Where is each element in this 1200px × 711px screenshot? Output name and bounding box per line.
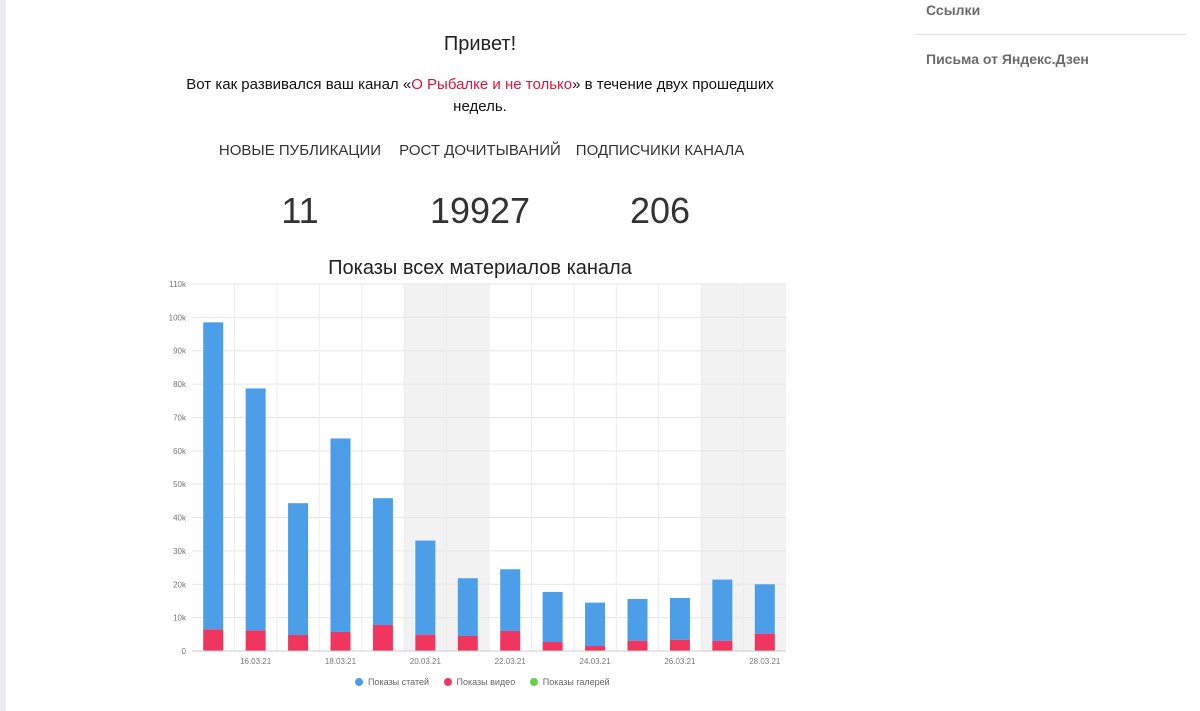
y-tick-label: 70k (173, 413, 187, 422)
y-tick-label: 40k (173, 514, 187, 523)
stat-value: 11 (281, 190, 319, 231)
bar-articles (245, 388, 266, 631)
y-tick-label: 20k (173, 580, 187, 589)
stat-new-publications: НОВЫЕ ПУБЛИКАЦИИ 11 (210, 142, 390, 232)
bar-articles (288, 503, 309, 635)
bar-videos (288, 634, 309, 651)
y-tick-label: 10k (173, 614, 187, 623)
y-tick-label: 60k (173, 447, 187, 456)
sidebar-item-links[interactable]: Ссылки (926, 2, 981, 18)
intro-text: Вот как развивался ваш канал «О Рыбалке … (160, 74, 800, 118)
chart-title: Показы всех материалов канала (328, 257, 632, 279)
x-tick-label: 22.03.21 (495, 657, 527, 666)
bar-articles (669, 597, 690, 640)
bar-videos (542, 641, 563, 651)
legend-dot-galleries (529, 678, 538, 686)
bar-videos (245, 630, 266, 651)
bar-videos (457, 635, 478, 651)
stat-read-growth: РОСТ ДОЧИТЫВАНИЙ 19927 (390, 142, 570, 232)
bar-videos (372, 624, 393, 651)
x-tick-label: 28.03.21 (749, 657, 781, 666)
legend-item-galleries[interactable]: Показы галерей (529, 677, 610, 687)
stat-label: НОВЫЕ ПУБЛИКАЦИИ (218, 142, 382, 159)
sidebar-item-zen-letters[interactable]: Письма от Яндекс.Дзен (926, 51, 1089, 67)
x-tick-label: 24.03.21 (580, 657, 612, 666)
bar-videos (712, 640, 733, 651)
bar-videos (754, 633, 775, 651)
bar-articles (542, 591, 563, 642)
bar-articles (585, 602, 606, 646)
bar-articles (457, 578, 478, 636)
bar-videos (500, 630, 521, 651)
bar-articles (330, 438, 351, 632)
bar-videos (203, 629, 224, 651)
channel-link[interactable]: О Рыбалке и не только (411, 76, 573, 93)
x-tick-label: 16.03.21 (240, 657, 272, 666)
legend-label: Показы галерей (542, 677, 610, 687)
y-tick-label: 100k (169, 313, 187, 322)
bar-articles (754, 584, 775, 634)
legend-label: Показы статей (368, 677, 429, 687)
x-tick-label: 26.03.21 (664, 657, 696, 666)
intro-text-before: Вот как развивался ваш канал « (186, 76, 412, 93)
stat-label: РОСТ ДОЧИТЫВАНИЙ (399, 142, 561, 159)
greeting-heading: Привет! (443, 33, 517, 55)
sidebar-divider (914, 34, 1186, 35)
bar-videos (330, 631, 351, 651)
bar-videos (585, 645, 606, 651)
stat-subscribers: ПОДПИСЧИКИ КАНАЛА 206 (570, 142, 750, 232)
bar-articles (203, 322, 224, 630)
x-tick-label: 20.03.21 (410, 657, 442, 666)
stat-value: 206 (629, 190, 691, 231)
x-tick-label: 18.03.21 (325, 657, 357, 666)
bar-articles (415, 540, 436, 635)
y-tick-label: 90k (173, 347, 187, 356)
legend-item-articles[interactable]: Показы статей (355, 677, 429, 687)
stat-value: 19927 (429, 190, 531, 231)
bar-articles (500, 569, 521, 631)
y-tick-label: 0 (182, 647, 187, 656)
legend-item-videos[interactable]: Показы видео (443, 677, 516, 687)
legend-label: Показы видео (456, 677, 516, 687)
legend-dot-articles (355, 678, 363, 686)
stat-label: ПОДПИСЧИКИ КАНАЛА (575, 142, 745, 159)
chart-legend: Показы статей Показы видео Показы галере… (355, 677, 622, 687)
intro-text-after: » в течение двух прошедших недель. (453, 76, 774, 115)
y-tick-label: 50k (173, 480, 187, 489)
bar-videos (415, 634, 436, 651)
bar-articles (712, 579, 733, 641)
impressions-chart: 0 10k 20k 30k 40k 50k 60k 70k 80k 90k 100k 110k 16.0… (169, 280, 786, 666)
bar-videos (627, 640, 648, 651)
legend-dot-videos (443, 678, 452, 686)
left-edge-strip (0, 0, 6, 711)
y-tick-label: 30k (173, 547, 187, 556)
y-tick-label: 80k (173, 380, 187, 389)
bar-videos (669, 639, 690, 651)
bar-articles (372, 498, 393, 625)
y-tick-label: 110k (169, 280, 187, 289)
bar-articles (627, 598, 648, 641)
